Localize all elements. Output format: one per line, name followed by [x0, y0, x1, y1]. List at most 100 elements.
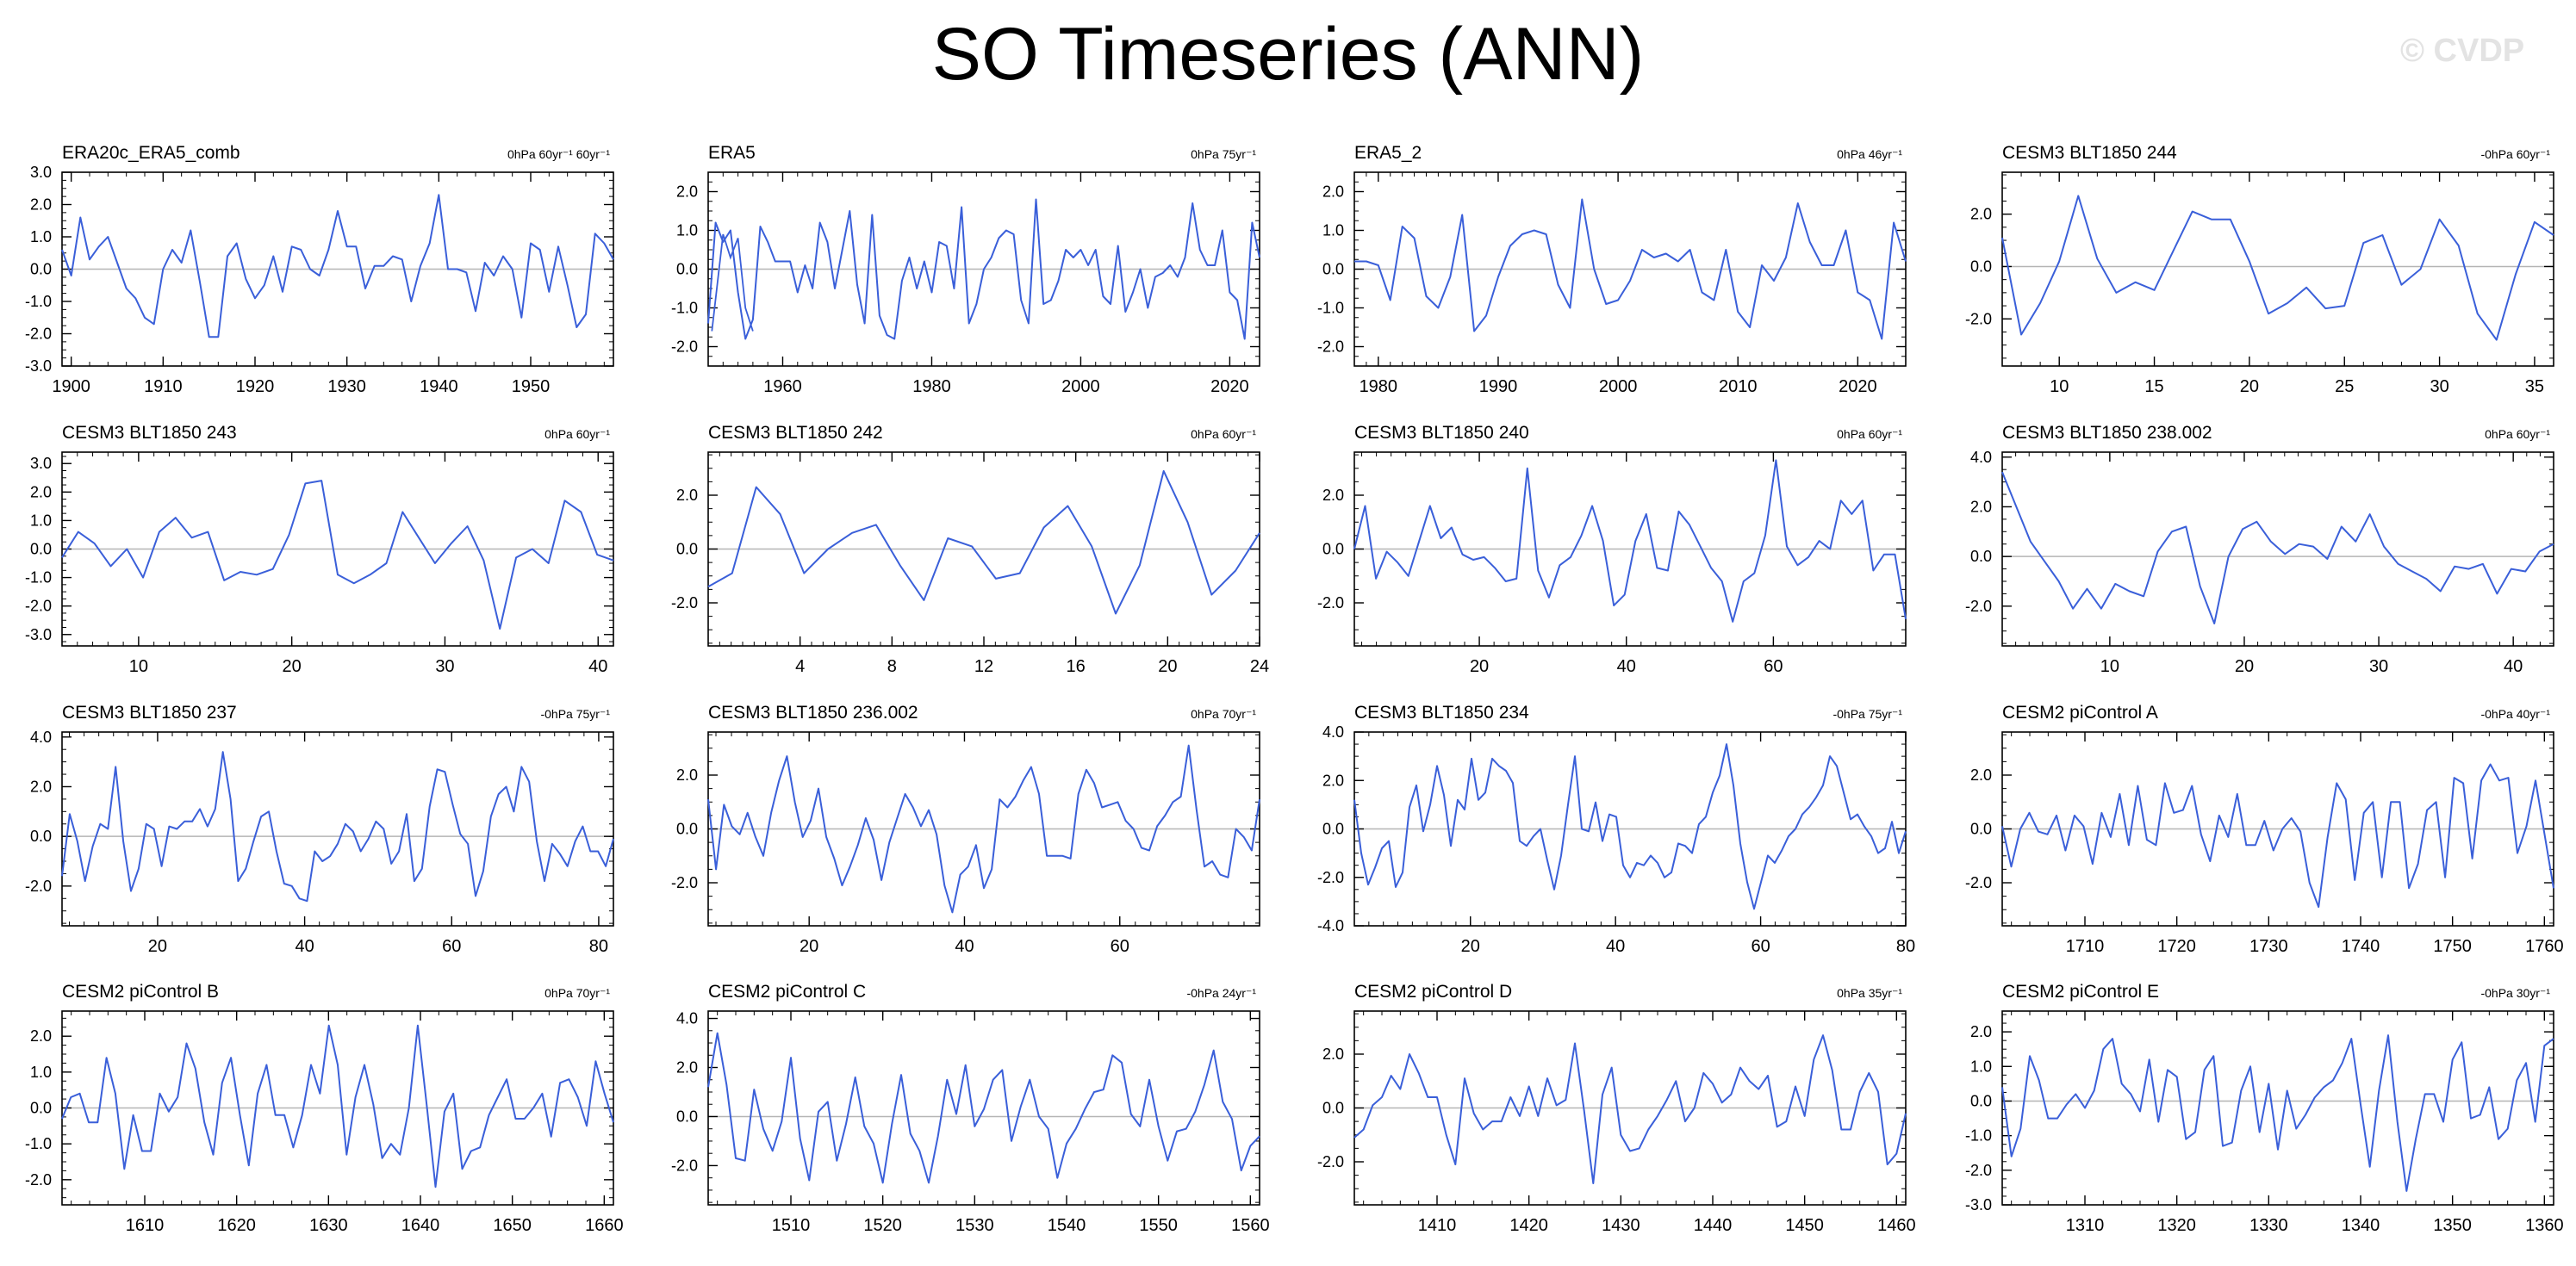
y-tick-label: 2.0 [676, 183, 698, 201]
y-tick-label: 0.0 [1322, 261, 1344, 278]
x-tick-label: 1320 [2157, 1216, 2196, 1235]
panel-9: CESM3 BLT1850 237 -0hPa 75yr⁻¹ 20 40 60 80 -2.… [25, 703, 614, 956]
panel-3: ERA5_2 0hPa 46yr⁻¹ 1980 1990 2000 2010 2020 -2.… [1317, 143, 1907, 396]
panel-title: ERA20c_ERA5_comb [62, 143, 240, 163]
y-tick-label: 2.0 [676, 1059, 698, 1077]
x-tick-label: 40 [955, 937, 974, 956]
series-line [1353, 1034, 1907, 1184]
panel-subtitle: 0hPa 46yr⁻¹ [1837, 147, 1902, 161]
y-tick-label: 0.0 [30, 541, 52, 558]
series-line-extra [711, 233, 754, 332]
y-tick-label: 0.0 [1970, 548, 1992, 565]
x-tick-label: 10 [2100, 657, 2119, 676]
x-tick-label: 25 [2335, 377, 2354, 396]
y-tick-label: -2.0 [25, 326, 52, 343]
series-line [707, 744, 1260, 914]
x-tick-label: 20 [148, 937, 167, 956]
x-tick-label: 1980 [912, 377, 951, 396]
y-tick-label: 1.0 [30, 1064, 52, 1081]
plot-frame [2001, 1010, 2554, 1206]
panel-title: CESM3 BLT1850 240 [1354, 423, 1529, 443]
series-line [2001, 763, 2554, 909]
x-tick-label: 1550 [1139, 1216, 1178, 1235]
series-line [707, 1032, 1260, 1184]
y-tick-label: -1.0 [671, 300, 698, 317]
panel-title: CESM2 piControl B [62, 982, 219, 1002]
plot-frame [61, 731, 614, 927]
y-tick-label: 2.0 [30, 778, 52, 795]
x-tick-label: 80 [1896, 937, 1915, 956]
x-tick-label: 1900 [52, 377, 90, 396]
series-line [61, 480, 614, 630]
x-tick-label: 1350 [2433, 1216, 2472, 1235]
x-tick-label: 1650 [493, 1216, 532, 1235]
panel-subtitle: 0hPa 60yr⁻¹ [544, 427, 610, 441]
panel-title: CESM2 piControl C [708, 982, 866, 1002]
y-tick-label: 2.0 [30, 196, 52, 214]
figure-title: SO Timeseries (ANN) [931, 13, 1645, 96]
panel-subtitle: 0hPa 35yr⁻¹ [1837, 986, 1902, 1000]
x-tick-label: 1510 [772, 1216, 811, 1235]
x-tick-label: 1640 [401, 1216, 440, 1235]
y-tick-label: 0.0 [676, 1108, 698, 1125]
x-tick-label: 1610 [126, 1216, 165, 1235]
panel-5: CESM3 BLT1850 243 0hPa 60yr⁻¹ 10 20 30 40 -3.0… [25, 423, 614, 676]
x-tick-label: 1920 [236, 377, 275, 396]
y-tick-label: 2.0 [1322, 1046, 1344, 1063]
x-tick-label: 10 [129, 657, 148, 676]
y-tick-label: 4.0 [30, 729, 52, 746]
x-tick-label: 40 [295, 937, 314, 956]
y-tick-label: 0.0 [676, 541, 698, 558]
y-tick-label: -2.0 [1317, 594, 1344, 611]
x-tick-label: 1430 [1602, 1216, 1640, 1235]
x-tick-label: 8 [887, 657, 897, 676]
y-tick-label: 3.0 [30, 455, 52, 472]
panel-subtitle: -0hPa 40yr⁻¹ [2480, 707, 2550, 721]
y-tick-label: 1.0 [1970, 1058, 1992, 1075]
series-line [1353, 459, 1907, 623]
panel-2: ERA5 0hPa 75yr⁻¹ 1960 1980 2000 2020 -2.0 -1.0 0… [671, 143, 1260, 396]
panel-subtitle: -0hPa 30yr⁻¹ [2480, 986, 2550, 1000]
x-tick-label: 2000 [1061, 377, 1100, 396]
x-tick-label: 1340 [2342, 1216, 2380, 1235]
series-line [61, 1024, 614, 1188]
x-tick-label: 1440 [1694, 1216, 1733, 1235]
panel-subtitle: 0hPa 60yr⁻¹ [2485, 427, 2550, 441]
x-tick-label: 20 [283, 657, 302, 676]
x-tick-label: 60 [1111, 937, 1129, 956]
y-tick-label: 0.0 [30, 261, 52, 278]
x-tick-label: 1960 [763, 377, 802, 396]
y-tick-label: -2.0 [1965, 874, 1992, 891]
panel-12: CESM2 piControl A -0hPa 40yr⁻¹ 1710 1720 173… [1965, 703, 2564, 956]
x-tick-label: 1620 [217, 1216, 256, 1235]
x-tick-label: 20 [800, 937, 818, 956]
y-tick-label: -2.0 [671, 338, 698, 356]
panel-title: CESM3 BLT1850 242 [708, 423, 883, 443]
y-tick-label: -3.0 [1965, 1196, 1992, 1213]
x-tick-label: 20 [1461, 937, 1480, 956]
x-tick-label: 1930 [327, 377, 366, 396]
x-tick-label: 16 [1067, 657, 1086, 676]
x-tick-label: 80 [589, 937, 608, 956]
y-tick-label: -2.0 [1965, 598, 1992, 615]
panel-4: CESM3 BLT1850 244 -0hPa 60yr⁻¹ 10 15 20 25 30 3… [1965, 143, 2554, 396]
x-tick-label: 1720 [2157, 937, 2196, 956]
y-tick-label: -4.0 [1317, 917, 1344, 934]
x-tick-label: 60 [1751, 937, 1770, 956]
panel-13: CESM2 piControl B 0hPa 70yr⁻¹ 1610 1620 1630… [25, 982, 624, 1235]
y-tick-label: 2.0 [1322, 183, 1344, 201]
x-tick-label: 1420 [1509, 1216, 1548, 1235]
x-tick-label: 1660 [585, 1216, 624, 1235]
x-tick-label: 1740 [2342, 937, 2380, 956]
y-tick-label: -2.0 [25, 1171, 52, 1188]
panel-title: CESM3 BLT1850 236.002 [708, 703, 918, 723]
cvdp-watermark: © CVDP [2400, 33, 2525, 69]
panel-6: CESM3 BLT1850 242 0hPa 60yr⁻¹ 4 8 12 16 20 24 -2… [671, 423, 1269, 676]
x-tick-label: 1990 [1479, 377, 1518, 396]
x-tick-label: 20 [2240, 377, 2259, 396]
y-tick-label: 0.0 [30, 1100, 52, 1117]
x-tick-label: 1330 [2249, 1216, 2288, 1235]
x-tick-label: 10 [2050, 377, 2069, 396]
y-tick-label: -2.0 [1965, 310, 1992, 327]
